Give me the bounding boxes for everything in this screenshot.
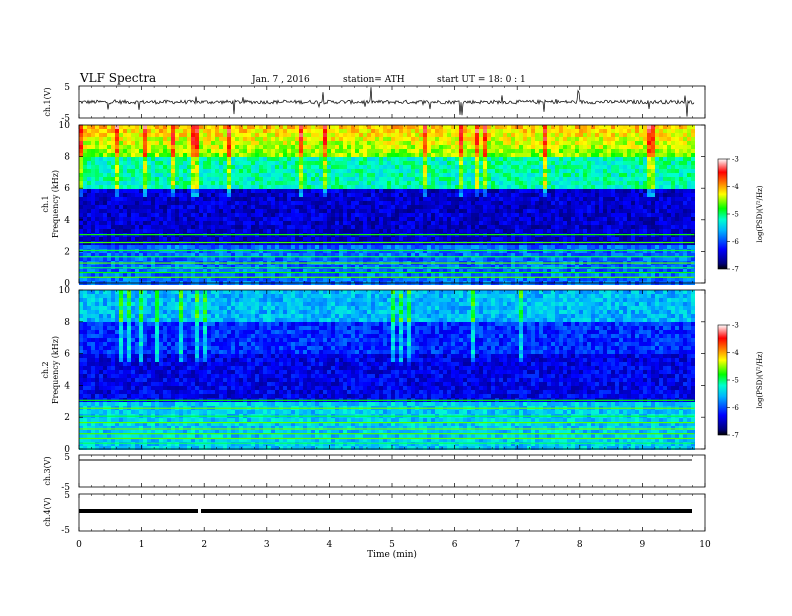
y-tick-label: 8 <box>64 318 70 328</box>
x-tick-label: 10 <box>699 540 711 550</box>
y-tick-label: 2 <box>64 413 70 423</box>
ch3-ytick-top: 5 <box>64 453 70 463</box>
x-tick-label: 5 <box>389 540 395 550</box>
ch4-waveform-trace <box>79 509 692 513</box>
narrowband-line <box>79 250 694 251</box>
ch1-waveform-panel: 5 -5 ch.1(V) <box>43 83 705 124</box>
start-time-label: start UT = 18: 0 : 1 <box>437 75 526 85</box>
colorbar-tick-label: -7 <box>732 432 739 440</box>
ch1-waveform-line <box>79 87 694 117</box>
colorbar-tick-label: -5 <box>732 377 739 385</box>
colorbar-tick-label: -6 <box>732 238 739 246</box>
ch2-spectrogram-image <box>79 290 695 450</box>
figure-title: VLF Spectra <box>79 71 156 85</box>
ch2-spec-ylabel: Frequency (kHz) <box>51 336 60 404</box>
x-tick-label: 9 <box>640 540 646 550</box>
y-tick-label: 6 <box>64 184 70 194</box>
ch3-waveform-panel: 5 -5 ch.3(V) <box>43 453 705 493</box>
ch2-spec-channel-label: ch.2 <box>41 361 50 378</box>
ch4-waveform-panel: 5 -5 ch.4(V) <box>43 491 705 536</box>
colorbar-tick-label: -3 <box>732 156 739 164</box>
colorbar-tick-label: -4 <box>732 349 739 357</box>
ch1-waveform-trace <box>79 87 694 117</box>
narrowband-line <box>79 234 694 235</box>
y-tick-label: 4 <box>64 216 70 226</box>
ch2-colorbar <box>718 325 727 435</box>
colorbar-tick-label: -7 <box>732 266 739 274</box>
narrowband-line <box>79 277 694 278</box>
narrowband-line <box>79 256 694 257</box>
y-tick-label: 6 <box>64 350 70 360</box>
x-tick-label: 4 <box>327 540 333 550</box>
ch1-spec-ylabel: Frequency (kHz) <box>51 170 60 238</box>
narrowband-line <box>79 433 694 434</box>
ch1-spectrogram-image <box>79 125 695 285</box>
narrowband-line <box>79 443 694 444</box>
y-tick-label: 2 <box>64 247 70 257</box>
ch1-colorbar <box>718 159 727 269</box>
narrowband-line <box>79 272 694 273</box>
x-tick-label: 3 <box>264 540 270 550</box>
ch1-colorbar-label: log(PSD)(V²/Hz) <box>756 185 764 242</box>
date-label: Jan. 7 , 2016 <box>251 75 310 85</box>
x-tick-label: 6 <box>452 540 458 550</box>
y-tick-label: 8 <box>64 153 70 163</box>
narrowband-line <box>79 416 694 417</box>
ch4-trace-gap <box>198 509 201 513</box>
ch4-ylabel: ch.4(V) <box>43 497 52 526</box>
y-tick-label: 10 <box>59 286 71 296</box>
ch4-ytick-bottom: -5 <box>61 526 70 536</box>
colorbar-tick-label: -4 <box>732 183 739 191</box>
narrowband-line <box>79 242 694 243</box>
narrowband-line <box>79 422 694 423</box>
ch1-ytick-top: 5 <box>64 83 70 93</box>
x-tick-label: 2 <box>201 540 207 550</box>
colorbar-tick-label: -5 <box>732 211 739 219</box>
ch2-colorbar-label: log(PSD)(V²/Hz) <box>756 351 764 408</box>
x-tick-label: 7 <box>514 540 520 550</box>
colorbar-tick-label: -3 <box>732 322 739 330</box>
ch4-ytick-top: 5 <box>64 491 70 501</box>
time-axis-label: Time (min) <box>367 549 417 560</box>
narrowband-line <box>79 267 694 268</box>
narrowband-line <box>79 438 694 439</box>
x-tick-label: 8 <box>577 540 583 550</box>
narrowband-line <box>79 408 694 409</box>
y-tick-label: 10 <box>59 121 71 131</box>
ch3-ylabel: ch.3(V) <box>43 456 52 485</box>
x-tick-label: 0 <box>76 540 82 550</box>
narrowband-line <box>79 262 694 263</box>
narrowband-line <box>79 400 694 401</box>
ch1-ylabel: ch.1(V) <box>43 87 52 116</box>
y-tick-label: 4 <box>64 381 70 391</box>
ch1-spec-channel-label: ch.1 <box>41 195 50 212</box>
x-tick-label: 1 <box>139 540 145 550</box>
colorbar-tick-label: -6 <box>732 404 739 412</box>
station-label: station= ATH <box>343 75 405 85</box>
narrowband-line <box>79 428 694 429</box>
